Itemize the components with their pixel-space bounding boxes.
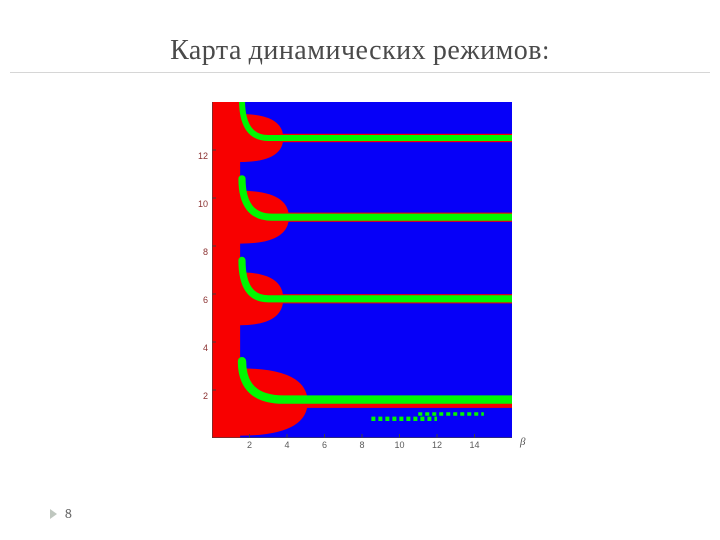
page-marker-icon [50, 509, 57, 519]
y-tick-label: 8 [203, 247, 208, 257]
title-divider [10, 72, 710, 73]
page-number: 8 [65, 505, 72, 522]
y-tick-label: 4 [203, 343, 208, 353]
x-tick-label: 12 [432, 440, 442, 450]
x-tick-label: 4 [284, 440, 289, 450]
x-axis-ticks: 2 4 6 8 10 12 14 [212, 440, 512, 456]
y-tick-label: 10 [198, 199, 208, 209]
y-axis-ticks: 2 4 6 8 10 12 [180, 102, 210, 438]
page-title: Карта динамических режимов: [0, 34, 720, 67]
dynamic-modes-chart: 2 4 6 8 10 12 2 4 6 8 10 12 14 β [180, 96, 540, 476]
plot-area [212, 102, 512, 438]
x-tick-label: 8 [359, 440, 364, 450]
y-tick-label: 6 [203, 295, 208, 305]
x-tick-label: 10 [394, 440, 404, 450]
x-tick-label: 2 [247, 440, 252, 450]
page-marker: 8 [50, 505, 72, 522]
y-tick-label: 2 [203, 391, 208, 401]
y-tick-label: 12 [198, 151, 208, 161]
heatmap-svg [212, 102, 512, 438]
x-tick-label: 6 [322, 440, 327, 450]
x-tick-label: 14 [469, 440, 479, 450]
x-axis-label: β [520, 436, 525, 448]
